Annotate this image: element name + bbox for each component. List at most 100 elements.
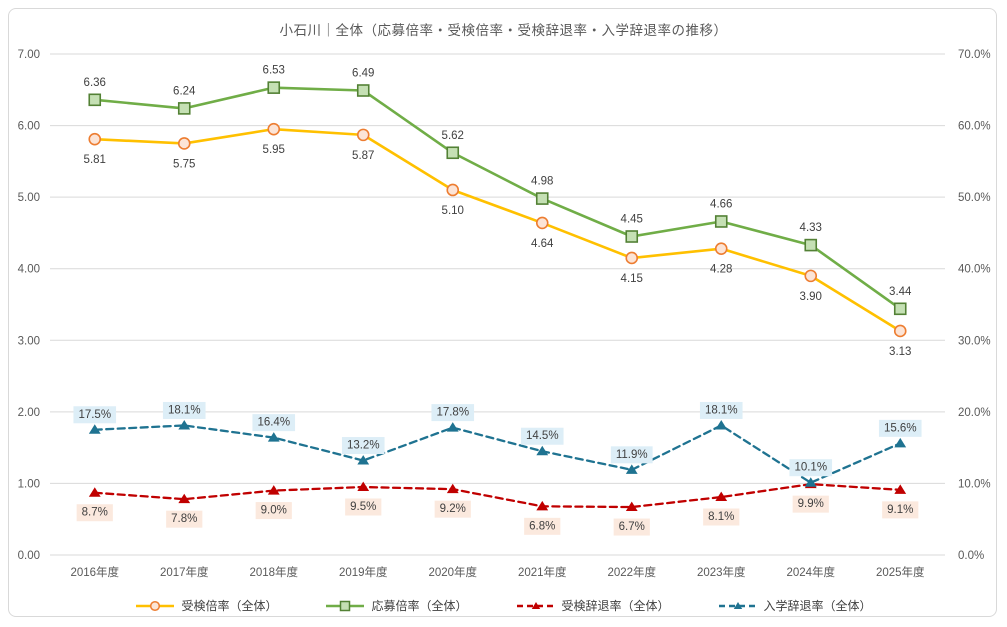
legend-swatch-triangle-blue: [718, 601, 757, 609]
data-point-marker: [446, 483, 459, 494]
y-axis-right-label: 40.0%: [958, 264, 991, 276]
x-axis-label: 2021年度: [518, 565, 567, 579]
data-point-marker: [178, 420, 191, 430]
data-point-marker: [356, 84, 370, 97]
data-point-marker: [177, 102, 191, 115]
data-point-marker: [446, 183, 460, 197]
data-point-marker: [536, 445, 549, 456]
data-point-marker: [715, 491, 728, 502]
data-label-bg: [255, 502, 292, 520]
data-point-marker: [446, 146, 460, 160]
legend-label: 受検辞退率（全体）: [561, 599, 670, 613]
data-point-marker: [625, 501, 638, 512]
data-label: 18.1%: [705, 404, 738, 416]
data-label: 11.9%: [616, 449, 648, 461]
data-label-bg: [434, 500, 471, 518]
legend-item-jukenbairitsu[interactable]: 受検倍率（全体）: [135, 597, 277, 614]
x-axis-label: 2023年度: [697, 565, 746, 579]
y-axis-right-label: 20.0%: [958, 407, 991, 419]
series-line: [93, 86, 902, 311]
data-label: 5.87: [352, 150, 374, 162]
data-label: 6.7%: [619, 521, 645, 533]
data-label-bg: [699, 401, 743, 419]
data-label: 4.15: [621, 273, 643, 285]
data-label: 4.66: [710, 198, 732, 210]
data-point-marker: [267, 432, 280, 442]
data-point-marker: [894, 484, 907, 494]
data-point-marker: [88, 93, 102, 107]
data-point-marker: [715, 420, 728, 430]
data-point-marker: [357, 455, 370, 465]
data-label: 6.8%: [529, 520, 555, 532]
data-point-marker: [356, 128, 370, 142]
data-label: 7.8%: [171, 513, 197, 525]
data-point-marker: [88, 132, 102, 146]
y-axis-right-label: 30.0%: [958, 335, 991, 347]
y-axis-left-label: 6.00: [18, 121, 40, 133]
y-axis-right-label: 0.0%: [958, 550, 984, 562]
data-label-bg: [703, 508, 740, 526]
y-axis-left-label: 7.00: [18, 49, 40, 61]
legend-item-obobairitsu[interactable]: 応募倍率（全体）: [325, 597, 468, 614]
data-label: 3.13: [889, 346, 911, 358]
data-label: 9.0%: [261, 505, 287, 517]
data-label: 16.4%: [257, 417, 290, 429]
data-label-bg: [878, 419, 922, 437]
data-point-marker: [625, 464, 638, 474]
y-axis-right-label: 70.0%: [958, 49, 991, 61]
x-axis-label: 2022年度: [607, 565, 656, 579]
legend-label: 受検倍率（全体）: [181, 599, 278, 613]
data-label: 18.1%: [168, 404, 201, 416]
data-label-bg: [882, 501, 919, 519]
data-point-marker: [894, 437, 907, 448]
x-axis-label: 2019年度: [339, 565, 388, 579]
legend-swatch-triangle-red: [516, 601, 555, 609]
data-label: 9.5%: [350, 501, 376, 513]
data-label: 5.62: [442, 130, 464, 142]
data-label: 3.44: [889, 286, 912, 298]
data-point-marker: [714, 242, 728, 255]
data-point-marker: [804, 238, 818, 252]
data-point-marker: [893, 302, 907, 316]
legend-swatch-square-green: [326, 600, 365, 611]
data-label-bg: [431, 404, 475, 422]
data-point-marker: [178, 493, 191, 504]
data-label-bg: [341, 437, 385, 455]
data-label: 5.81: [84, 154, 106, 166]
legend: 受検倍率（全体） 応募倍率（全体） 受検辞退率（全体） 入学辞退率（全体）: [0, 597, 1007, 614]
x-axis-label: 2024年度: [786, 565, 835, 579]
y-axis-left-label: 2.00: [18, 407, 40, 419]
y-axis-left-label: 5.00: [18, 192, 40, 204]
data-label: 9.9%: [798, 498, 824, 510]
data-label-bg: [789, 459, 833, 477]
legend-item-jukenjitairitsu[interactable]: 受検辞退率（全体）: [516, 597, 670, 614]
data-label: 17.8%: [436, 407, 469, 419]
y-axis-right-label: 50.0%: [958, 192, 991, 204]
data-point-marker: [804, 269, 818, 283]
y-axis-right-label: 60.0%: [958, 121, 991, 133]
x-axis-label: 2017年度: [160, 565, 209, 579]
x-axis-label: 2016年度: [70, 565, 119, 579]
data-label: 4.33: [800, 222, 822, 234]
data-label-bg: [166, 510, 203, 528]
data-point-marker: [535, 216, 549, 230]
data-point-marker: [625, 230, 639, 243]
data-label-bg: [345, 498, 382, 516]
data-point-marker: [804, 477, 817, 487]
legend-marker-icon: [150, 600, 161, 611]
y-axis-left-label: 0.00: [18, 550, 40, 562]
data-label-bg: [73, 406, 117, 424]
data-point-marker: [536, 500, 549, 511]
series-line: [93, 424, 902, 484]
y-axis-left-label: 3.00: [18, 335, 40, 347]
data-label: 6.36: [84, 77, 106, 89]
data-label: 8.1%: [708, 511, 734, 523]
data-label: 15.6%: [884, 422, 917, 434]
legend-item-nyugakujitairitsu[interactable]: 入学辞退率（全体）: [718, 597, 872, 614]
data-label: 14.5%: [526, 430, 559, 442]
data-label: 4.28: [710, 264, 732, 276]
data-label: 5.10: [442, 205, 464, 217]
data-point-marker: [177, 137, 191, 150]
data-label-bg: [613, 518, 650, 536]
